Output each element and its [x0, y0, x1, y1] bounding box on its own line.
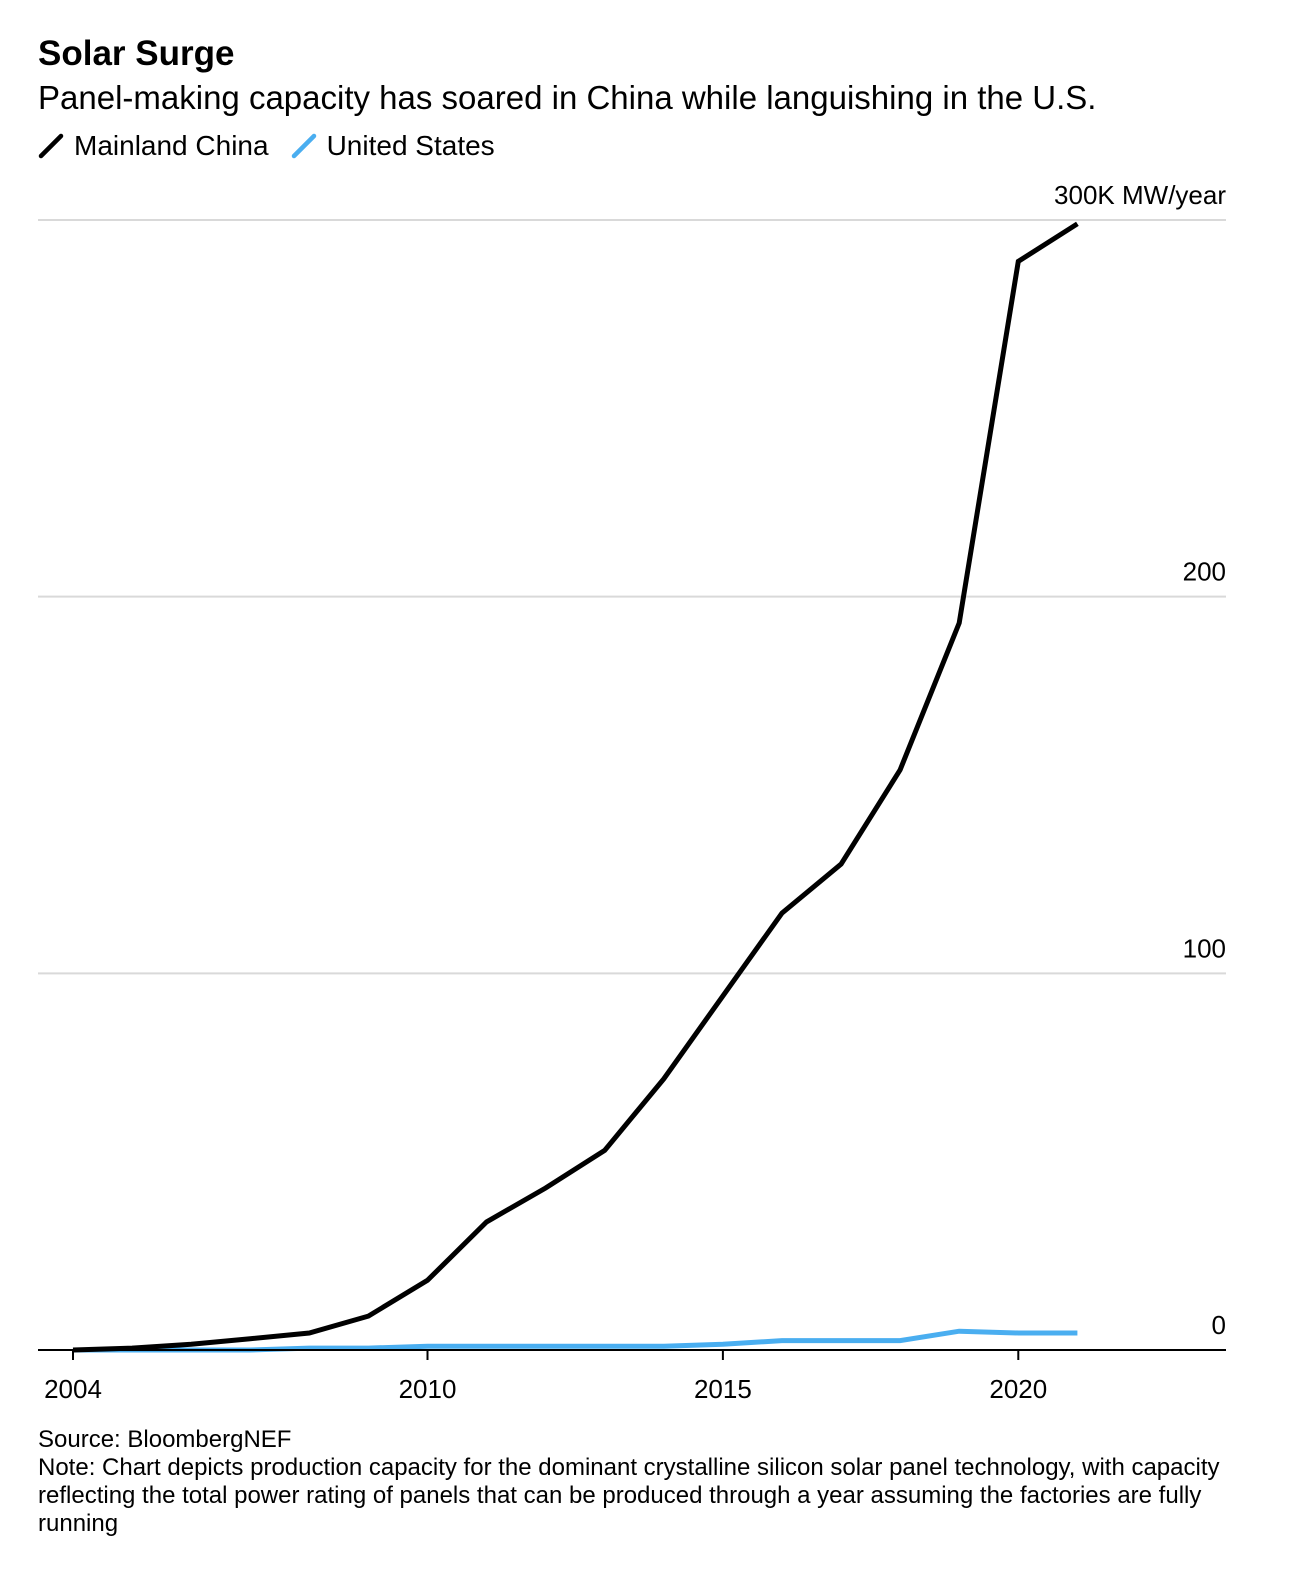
x-tick-label: 2004	[44, 1374, 102, 1404]
methodology-note: Note: Chart depicts production capacity …	[38, 1454, 1220, 1537]
y-tick-label: 0	[1212, 1310, 1226, 1340]
legend-label-us: United States	[326, 130, 495, 161]
legend-label-china: Mainland China	[74, 130, 269, 161]
legend-item-us: United States	[291, 130, 495, 162]
x-tick-label: 2010	[399, 1374, 457, 1404]
chart-subtitle: Panel-making capacity has soared in Chin…	[38, 79, 1097, 116]
y-tick-label: 300K MW/year	[1054, 180, 1226, 210]
legend: Mainland China United States	[38, 128, 517, 164]
legend-item-china: Mainland China	[38, 130, 269, 162]
slash-line-icon	[38, 133, 64, 159]
x-tick-label: 2015	[694, 1374, 752, 1404]
line-chart: 0 100 200 300K MW/year 2004 2010 2015 2020	[38, 180, 1226, 1404]
x-tick-label: 2020	[989, 1374, 1047, 1404]
source-note: Source: BloombergNEF	[38, 1426, 292, 1453]
y-tick-label: 200	[1183, 557, 1226, 587]
slash-line-icon	[291, 133, 316, 159]
y-tick-label: 100	[1183, 933, 1226, 963]
chart-title: Solar Surge	[38, 34, 235, 73]
series-line-china	[72, 221, 1079, 1353]
chart-footer: Source: BloombergNEF Note: Chart depicts…	[38, 1426, 1278, 1538]
